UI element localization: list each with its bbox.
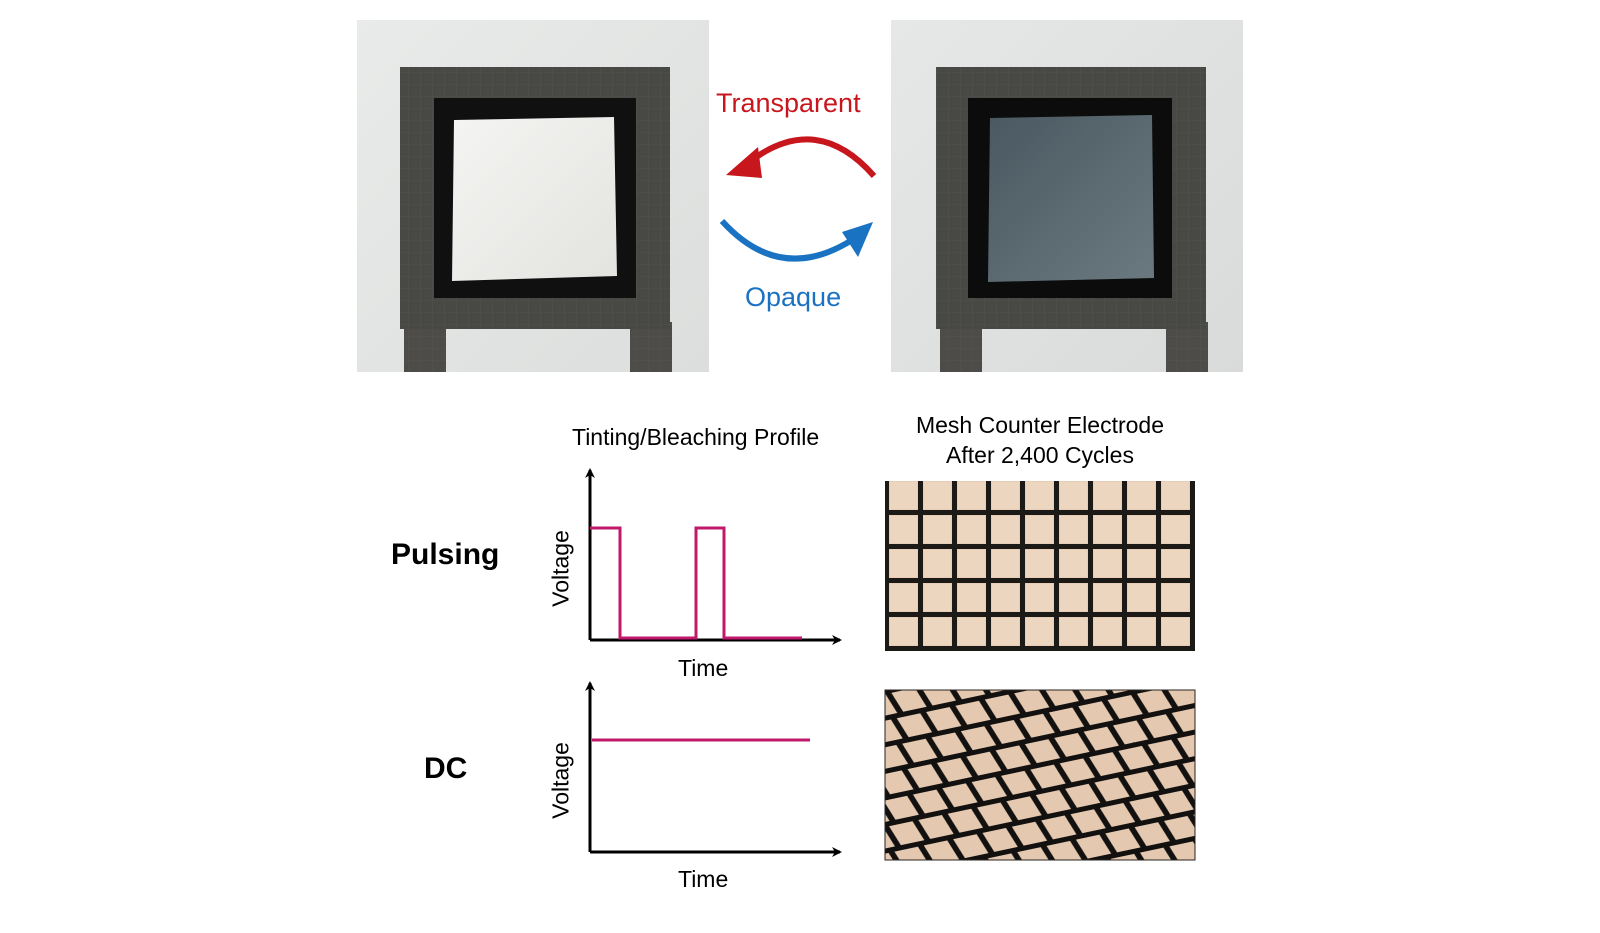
pulsing-x-label: Time bbox=[678, 655, 729, 681]
mesh-micrograph-dc bbox=[884, 689, 1196, 861]
dc-x-label: Time bbox=[678, 866, 729, 892]
transparent-arrow bbox=[726, 136, 877, 178]
device-photo-transparent bbox=[357, 20, 709, 372]
pulsing-y-label: Voltage bbox=[547, 530, 574, 607]
pulsing-voltage-plot bbox=[585, 468, 842, 645]
mesh-title-line2: After 2,400 Cycles bbox=[946, 442, 1134, 468]
opaque-arrow bbox=[719, 218, 873, 262]
opaque-label: Opaque bbox=[745, 282, 842, 312]
dc-row-label: DC bbox=[424, 752, 468, 785]
dc-voltage-plot bbox=[585, 681, 842, 857]
pulsing-voltage-trace bbox=[590, 526, 802, 640]
mesh-title: Mesh Counter Electrode After 2,400 Cycle… bbox=[880, 410, 1200, 470]
mesh-micrograph-pulsing bbox=[885, 481, 1195, 651]
transparent-label: Transparent bbox=[716, 88, 861, 118]
mesh-title-line1: Mesh Counter Electrode bbox=[915, 412, 1164, 438]
profile-title: Tinting/Bleaching Profile bbox=[572, 424, 820, 450]
device-photo-opaque bbox=[891, 20, 1243, 372]
dc-y-label: Voltage bbox=[547, 742, 574, 819]
pulsing-row-label: Pulsing bbox=[391, 538, 500, 571]
